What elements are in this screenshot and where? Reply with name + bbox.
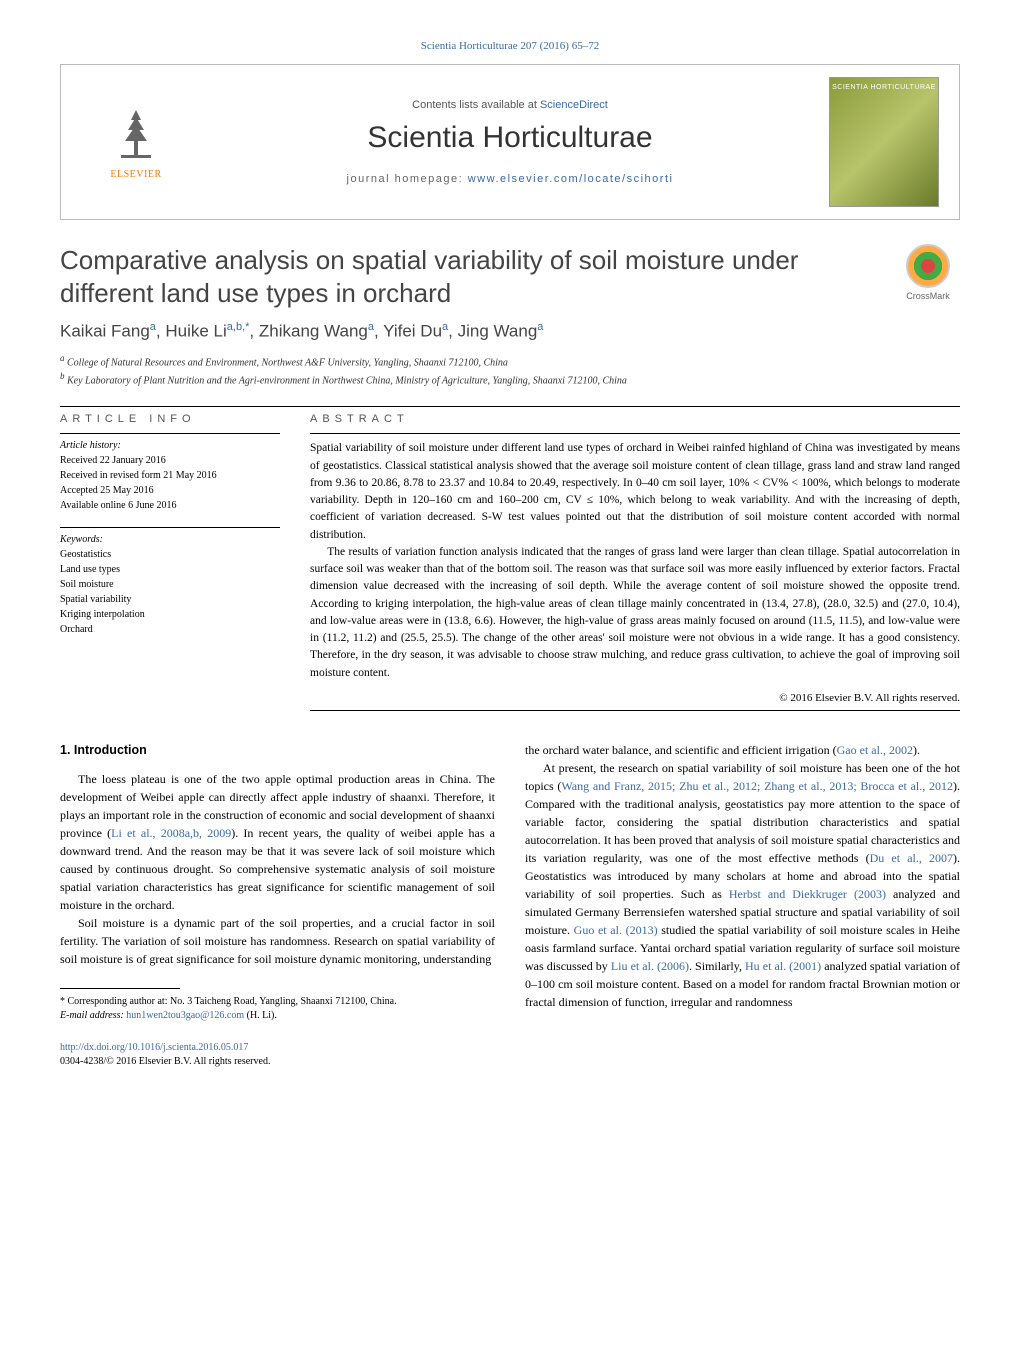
elsevier-wordmark: ELSEVIER [110,169,161,180]
abstract-paragraph: The results of variation function analys… [310,544,960,682]
affiliation-line: a College of Natural Resources and Envir… [60,352,960,370]
keywords-label: Keywords: [60,534,280,545]
body-paragraph: At present, the research on spatial vari… [525,759,960,1011]
history-line: Received in revised form 21 May 2016 [60,468,280,483]
citation-link[interactable]: Guo et al. (2013) [574,923,658,937]
citation-link[interactable]: Gao et al., 2002 [837,743,913,757]
issn-copyright-line: 0304-4238/© 2016 Elsevier B.V. All right… [60,1055,960,1069]
divider [310,710,960,711]
footnote-separator [60,988,180,989]
abstract-paragraph: Spatial variability of soil moisture und… [310,440,960,544]
sciencedirect-link[interactable]: ScienceDirect [540,99,608,111]
text-run: . Similarly, [689,959,745,973]
article-info-heading: article info [60,413,280,425]
keyword-item: Land use types [60,562,280,577]
body-paragraph: The loess plateau is one of the two appl… [60,770,495,914]
history-label: Article history: [60,440,280,451]
keyword-item: Geostatistics [60,547,280,562]
footnote-email-line: E-mail address: hun1wen2tou3gao@126.com … [60,1009,495,1023]
running-header: Scientia Horticulturae 207 (2016) 65–72 [60,40,960,52]
text-run: the orchard water balance, and scientifi… [525,743,837,757]
citation-link[interactable]: Du et al., 2007 [870,851,953,865]
page-footer: http://dx.doi.org/10.1016/j.scienta.2016… [60,1041,960,1069]
body-paragraph: the orchard water balance, and scientifi… [525,741,960,759]
history-line: Received 22 January 2016 [60,453,280,468]
elsevier-tree-icon [111,105,161,165]
body-paragraph: Soil moisture is a dynamic part of the s… [60,914,495,968]
crossmark-badge[interactable]: CrossMark [896,244,960,301]
body-two-column: 1. Introduction The loess plateau is one… [60,741,960,1023]
author-list: Kaikai Fanga, Huike Lia,b,*, Zhikang Wan… [60,321,960,342]
affiliations: a College of Natural Resources and Envir… [60,352,960,389]
footnote-email-label: E-mail address: [60,1010,126,1021]
journal-header-box: ELSEVIER Contents lists available at Sci… [60,64,960,220]
affiliation-line: b Key Laboratory of Plant Nutrition and … [60,370,960,388]
body-column-left: 1. Introduction The loess plateau is one… [60,741,495,1023]
crossmark-label: CrossMark [906,291,950,301]
body-column-right: the orchard water balance, and scientifi… [525,741,960,1023]
crossmark-icon [906,244,950,288]
section-heading: 1. Introduction [60,741,495,760]
elsevier-logo: ELSEVIER [96,97,176,187]
journal-title: Scientia Horticulturae [191,121,829,155]
abstract-heading: abstract [310,413,960,425]
citation-link[interactable]: Liu et al. (2006) [611,959,689,973]
divider [60,406,960,407]
text-run: (H. Li). [244,1010,277,1021]
doi-link[interactable]: http://dx.doi.org/10.1016/j.scienta.2016… [60,1042,248,1053]
history-line: Accepted 25 May 2016 [60,483,280,498]
abstract-column: abstract Spatial variability of soil moi… [310,413,960,717]
citation-link[interactable]: Wang and Franz, 2015; Zhu et al., 2012; … [561,779,953,793]
keyword-item: Orchard [60,622,280,637]
history-line: Available online 6 June 2016 [60,498,280,513]
text-run: ). [913,743,920,757]
divider [60,433,280,434]
homepage-label: journal homepage: [347,173,468,185]
divider [310,433,960,434]
footnote-line: * Corresponding author at: No. 3 Taichen… [60,995,495,1009]
contents-text: Contents lists available at [412,99,540,111]
journal-cover-thumbnail: SCIENTIA HORTICULTURAE [829,77,939,207]
citation-link[interactable]: Hu et al. (2001) [745,959,821,973]
citation-link[interactable]: Herbst and Diekkruger (2003) [729,887,886,901]
homepage-link[interactable]: www.elsevier.com/locate/scihorti [468,173,674,185]
publisher-logo-block: ELSEVIER [81,97,191,187]
corresponding-author-footnote: * Corresponding author at: No. 3 Taichen… [60,995,495,1023]
copyright-line: © 2016 Elsevier B.V. All rights reserved… [310,692,960,704]
article-title: Comparative analysis on spatial variabil… [60,244,896,309]
keyword-item: Spatial variability [60,592,280,607]
divider [60,527,280,528]
article-info-column: article info Article history: Received 2… [60,413,280,717]
cover-title-text: SCIENTIA HORTICULTURAE [830,84,938,91]
homepage-line: journal homepage: www.elsevier.com/locat… [191,173,829,185]
contents-available-line: Contents lists available at ScienceDirec… [191,99,829,111]
keyword-item: Soil moisture [60,577,280,592]
abstract-text: Spatial variability of soil moisture und… [310,440,960,682]
email-link[interactable]: hun1wen2tou3gao@126.com [126,1010,244,1021]
keyword-item: Kriging interpolation [60,607,280,622]
citation-link[interactable]: Li et al., 2008a,b, 2009 [111,826,231,840]
